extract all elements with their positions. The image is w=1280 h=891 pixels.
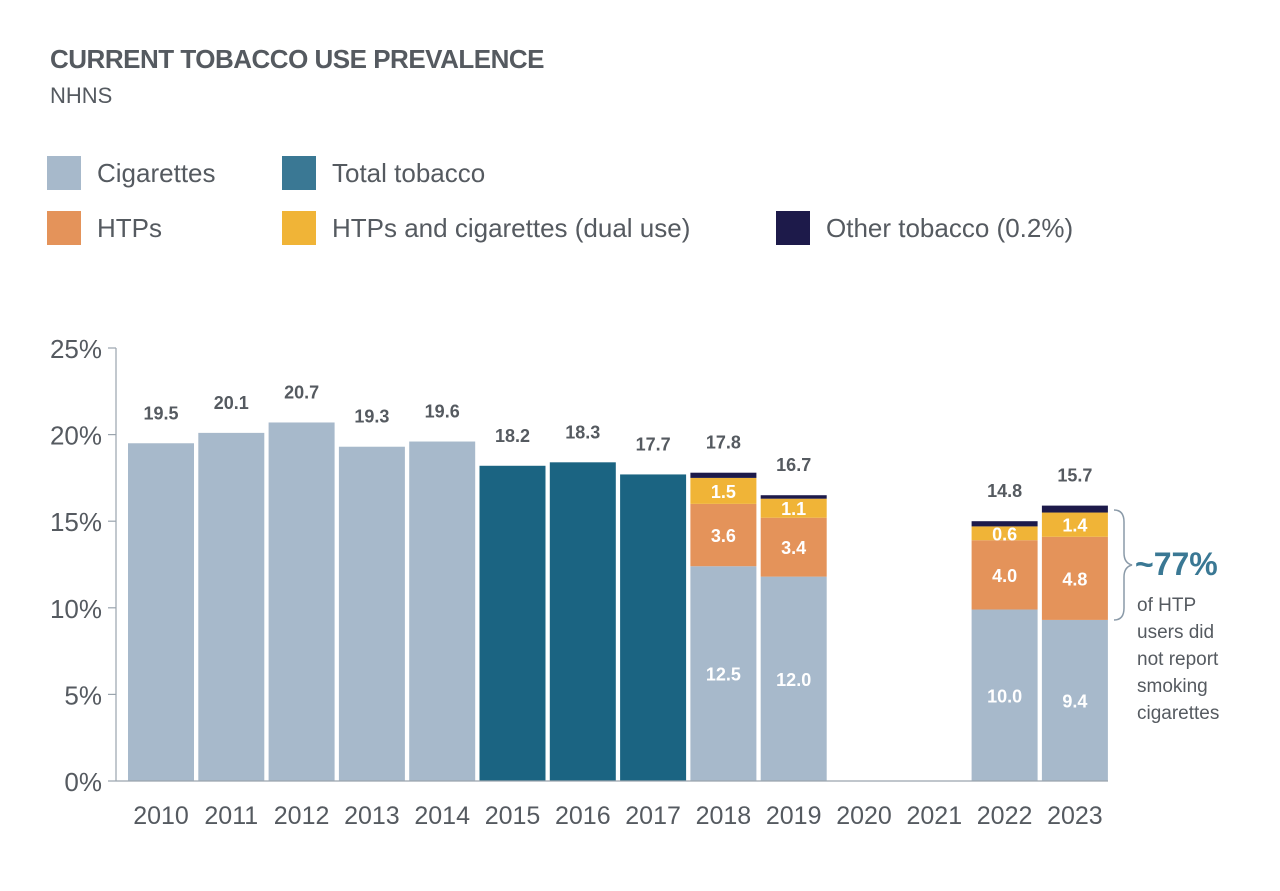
x-tick-label: 2018 (696, 802, 752, 830)
total-value-label: 16.7 (776, 455, 811, 475)
x-tick-label: 2022 (977, 802, 1033, 830)
x-tick-label: 2017 (625, 802, 681, 830)
legend-item-dual-use[interactable]: HTPs and cigarettes (dual use) (282, 211, 690, 245)
bar-segment-htps-and-cigarettes-dual-use[interactable] (690, 477, 757, 504)
annotation-line: not report (1137, 649, 1219, 670)
legend-label-other-tobacco: Other tobacco (0.2%) (826, 212, 1074, 243)
bar-segment-cigarettes[interactable] (409, 441, 476, 781)
x-tick-label: 2016 (555, 802, 611, 830)
legend-label-total-tobacco: Total tobacco (332, 157, 486, 188)
legend-swatch-cigarettes (47, 156, 81, 190)
x-tick-label: 2021 (906, 802, 962, 830)
total-value-label: 19.6 (425, 402, 460, 422)
total-value-label: 20.1 (214, 393, 249, 413)
bar-segment-htps[interactable] (690, 503, 757, 567)
x-tick-label: 2015 (485, 802, 541, 830)
legend-item-other-tobacco[interactable]: Other tobacco (0.2%) (776, 211, 1073, 245)
y-tick-label: 25% (50, 334, 102, 364)
y-tick-label: 15% (50, 507, 102, 537)
bar-segment-cigarettes[interactable] (128, 443, 194, 781)
annotation-bracket (1113, 509, 1133, 621)
y-tick-label: 10% (50, 594, 102, 624)
bar-segment-cigarettes[interactable] (760, 576, 827, 781)
segment-value-label: 1.1 (781, 499, 806, 519)
legend-label-dual-use: HTPs and cigarettes (dual use) (332, 212, 691, 243)
bar-segment-htps-and-cigarettes-dual-use[interactable] (971, 526, 1038, 541)
legend-item-htps[interactable]: HTPs (47, 211, 162, 245)
legend-swatch-dual-use (282, 211, 316, 245)
x-tick-label: 2012 (274, 802, 330, 830)
bar-segment-cigarettes[interactable] (268, 422, 335, 781)
bar-segment-htps[interactable] (760, 517, 827, 577)
bar-segment-htps[interactable] (971, 540, 1038, 610)
chart-title: CURRENT TOBACCO USE PREVALENCE (50, 44, 544, 74)
segment-value-label: 12.0 (776, 670, 811, 690)
total-value-label: 15.7 (1057, 466, 1092, 486)
bar-segment-htps-and-cigarettes-dual-use[interactable] (1041, 512, 1108, 537)
total-value-label: 18.2 (495, 426, 530, 446)
annotation-line: of HTP (1137, 595, 1196, 616)
legend-item-cigarettes[interactable]: Cigarettes (47, 156, 216, 190)
bar-segment-other-tobacco-0-2[interactable] (1041, 505, 1108, 513)
y-tick-label: 20% (50, 421, 102, 451)
total-value-label: 19.3 (354, 407, 389, 427)
bar-segment-total-tobacco[interactable] (479, 465, 546, 781)
annotation-value: ~77% (1135, 546, 1218, 582)
segment-value-label: 12.5 (706, 665, 741, 685)
x-tick-label: 2020 (836, 802, 892, 830)
x-tick-label: 2011 (204, 802, 258, 830)
segment-value-label: 4.0 (992, 566, 1017, 586)
total-value-label: 19.5 (143, 403, 178, 423)
bar-segment-other-tobacco-0-2[interactable] (690, 472, 757, 478)
bar-segment-cigarettes[interactable] (690, 566, 757, 781)
total-value-label: 17.8 (706, 433, 741, 453)
legend-label-cigarettes: Cigarettes (97, 157, 216, 188)
bar-segment-total-tobacco[interactable] (620, 474, 687, 781)
segment-value-label: 9.4 (1062, 691, 1087, 711)
chart-subtitle: NHNS (50, 83, 113, 108)
legend-item-total-tobacco[interactable]: Total tobacco (282, 156, 485, 190)
bar-segment-htps-and-cigarettes-dual-use[interactable] (760, 498, 827, 518)
x-tick-label: 2019 (766, 802, 822, 830)
x-tick-label: 2010 (133, 802, 189, 830)
bar-segment-htps[interactable] (1041, 536, 1108, 620)
segment-value-label: 3.4 (781, 538, 806, 558)
y-tick-label: 0% (64, 767, 102, 797)
segment-value-label: 1.4 (1062, 516, 1087, 536)
segment-value-label: 4.8 (1062, 569, 1087, 589)
x-tick-label: 2014 (414, 802, 470, 830)
segment-value-label: 0.6 (992, 524, 1017, 544)
total-value-label: 20.7 (284, 382, 319, 402)
segment-value-label: 3.6 (711, 526, 736, 546)
bar-segment-cigarettes[interactable] (338, 446, 405, 781)
annotation-line: users did (1137, 622, 1214, 643)
bar-segment-other-tobacco-0-2[interactable] (760, 495, 827, 499)
bar-segment-other-tobacco-0-2[interactable] (971, 521, 1038, 527)
segment-value-label: 1.5 (711, 482, 736, 502)
y-tick-label: 5% (64, 680, 102, 710)
x-tick-label: 2013 (344, 802, 400, 830)
total-value-label: 18.3 (565, 422, 600, 442)
annotation-line: smoking (1137, 676, 1208, 697)
bar-segment-cigarettes[interactable] (1041, 619, 1108, 781)
bar-segment-cigarettes[interactable] (198, 432, 265, 781)
total-value-label: 14.8 (987, 481, 1022, 501)
x-tick-label: 2023 (1047, 802, 1103, 830)
annotation-line: cigarettes (1137, 703, 1219, 724)
legend-swatch-htps (47, 211, 81, 245)
bar-segment-total-tobacco[interactable] (549, 462, 616, 781)
legend-label-htps: HTPs (97, 212, 162, 243)
bar-segment-cigarettes[interactable] (971, 609, 1038, 781)
legend-swatch-total-tobacco (282, 156, 316, 190)
total-value-label: 17.7 (636, 434, 671, 454)
segment-value-label: 10.0 (987, 686, 1022, 706)
legend-swatch-other-tobacco (776, 211, 810, 245)
